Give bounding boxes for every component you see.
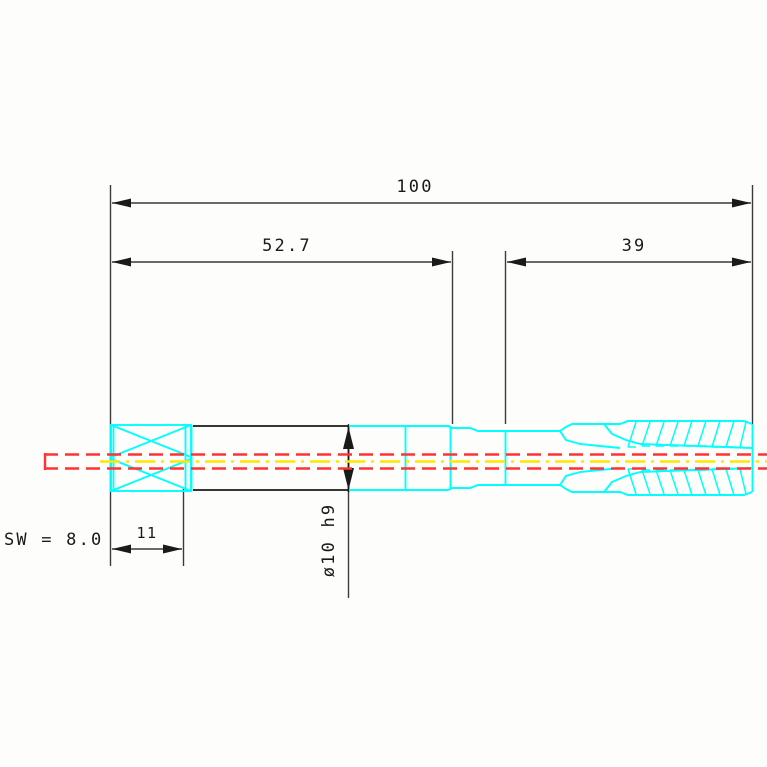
- flute-start-top: [603, 423, 641, 445]
- dimension-overall-length: 100: [112, 177, 751, 208]
- arrow-left-11: [112, 544, 131, 554]
- note-across-flats: SW = 8.0: [4, 530, 103, 550]
- part-square-drive-cyan: [110, 424, 193, 492]
- body-top-profile: [349, 420, 753, 432]
- flute-line-l2: [641, 469, 651, 495]
- arrow-left-100: [112, 198, 131, 208]
- arrow-right-100: [732, 198, 751, 208]
- dimension-flute-length: 39: [507, 236, 751, 267]
- flute-line-l1: [627, 468, 637, 495]
- flute-line-u8: [725, 420, 735, 448]
- flute-line-u5: [683, 420, 693, 447]
- flute-line-u2: [641, 421, 651, 447]
- flute-line-l6: [697, 469, 707, 496]
- dim-label-diameter: ø10 h9: [319, 503, 339, 578]
- flute-line-u3: [655, 421, 665, 447]
- flute-line-u6: [697, 420, 707, 447]
- dimension-diameter: ø10 h9: [319, 425, 354, 577]
- body-bottom-profile: [349, 484, 753, 496]
- part-section-outline-black: [193, 425, 349, 491]
- arrow-bottom-diameter: [343, 468, 354, 490]
- dim-label-shank-to-step: 52.7: [262, 236, 312, 256]
- part-flute-hatching: [627, 420, 747, 496]
- flute-line-u7: [711, 420, 721, 448]
- neck-relief-bottom: [559, 467, 621, 486]
- hidden-bore-lines-red: [44, 453, 767, 470]
- arrow-right-11: [163, 544, 182, 554]
- part-body-cyan: [349, 420, 754, 496]
- square-x-upper-2: [110, 424, 192, 458]
- square-x-lower-2: [110, 458, 192, 492]
- arrow-right-39: [732, 257, 751, 267]
- flute-start-bottom: [603, 471, 641, 493]
- dim-label-overall-length: 100: [396, 177, 433, 197]
- dim-label-flute-length: 39: [622, 236, 647, 256]
- arrow-left-39: [507, 257, 526, 267]
- arrow-left-52: [112, 257, 131, 267]
- flute-line-u4: [669, 421, 679, 447]
- dimension-square-length: 11: [112, 524, 182, 554]
- arrow-right-52: [432, 257, 451, 267]
- flute-line-l7: [711, 468, 721, 496]
- dimension-shank-to-step: 52.7: [112, 236, 451, 267]
- flute-line-l8: [725, 468, 735, 496]
- flute-line-u9: [739, 421, 747, 448]
- flute-line-l3: [655, 469, 665, 495]
- flute-line-l4: [669, 469, 679, 495]
- neck-relief-top: [559, 430, 621, 449]
- arrow-top-diameter: [343, 427, 354, 449]
- dim-label-square-length: 11: [136, 524, 157, 542]
- flute-line-u1: [627, 421, 637, 448]
- flute-line-l9: [739, 468, 747, 495]
- flute-line-l5: [683, 469, 693, 496]
